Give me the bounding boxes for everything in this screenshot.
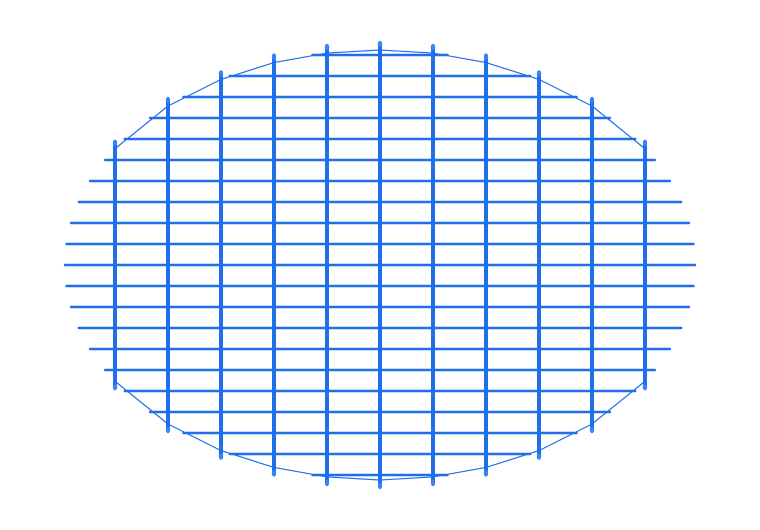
- v-line-cap: [378, 41, 382, 47]
- v-line-cap: [113, 384, 117, 390]
- v-line-cap: [431, 44, 435, 50]
- v-line-cap: [272, 470, 276, 476]
- v-line-cap: [219, 70, 223, 76]
- v-line-cap: [166, 97, 170, 103]
- v-line-cap: [378, 483, 382, 489]
- grid-root: [65, 41, 695, 489]
- v-line-cap: [325, 44, 329, 50]
- v-line-cap: [113, 140, 117, 146]
- v-line-cap: [590, 427, 594, 433]
- v-line-cap: [590, 97, 594, 103]
- v-line-cap: [431, 480, 435, 486]
- v-line-cap: [537, 70, 541, 76]
- v-line-cap: [537, 453, 541, 459]
- v-line-cap: [325, 480, 329, 486]
- v-line-cap: [484, 470, 488, 476]
- v-line-cap: [272, 53, 276, 59]
- v-line-cap: [166, 427, 170, 433]
- v-line-cap: [643, 384, 647, 390]
- v-line-cap: [643, 140, 647, 146]
- v-line-cap: [484, 53, 488, 59]
- v-line-cap: [219, 453, 223, 459]
- elliptical-grid-diagram: [0, 0, 760, 530]
